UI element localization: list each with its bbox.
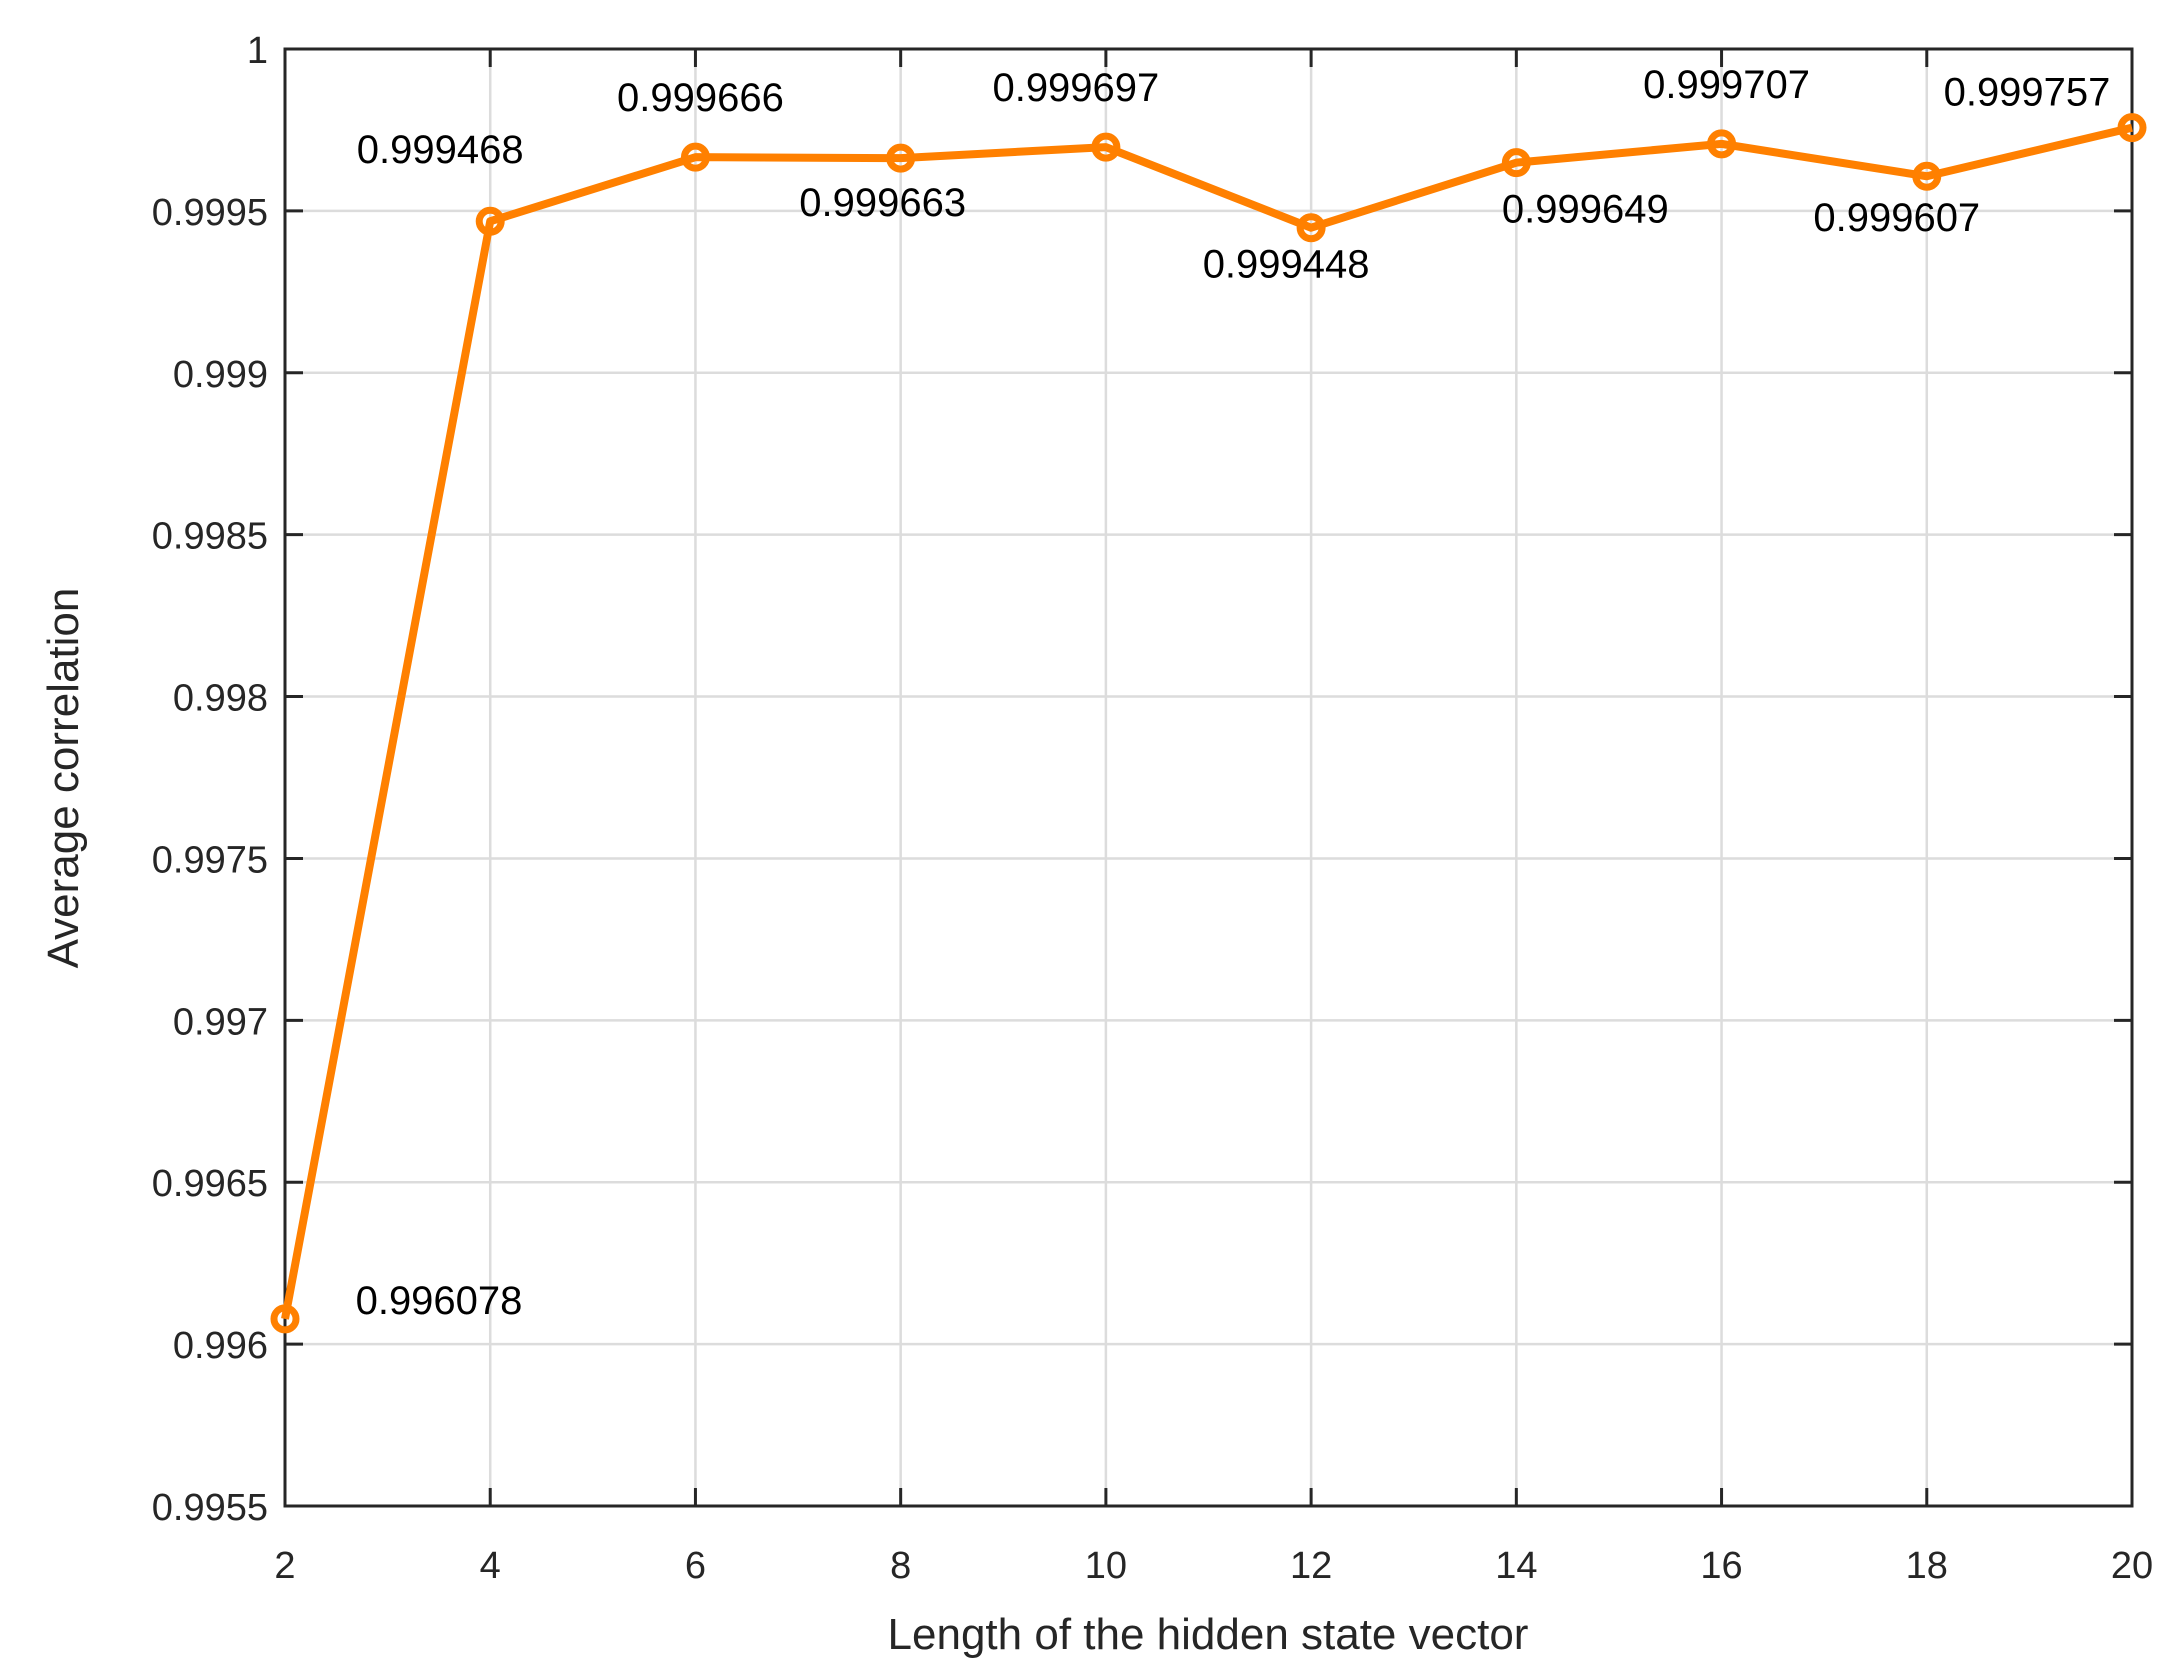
- x-tick-label: 14: [1495, 1545, 1537, 1587]
- data-point-marker: [270, 1304, 300, 1334]
- data-point-marker: [1912, 161, 1942, 191]
- x-tick-label: 4: [480, 1545, 501, 1587]
- data-point-label: 0.999697: [992, 66, 1159, 110]
- axis-ticks: [283, 47, 2134, 1508]
- data-point-marker: [680, 142, 710, 172]
- data-point-label: 0.999468: [357, 128, 524, 172]
- x-tick-label: 8: [890, 1545, 911, 1587]
- x-axis-label: Length of the hidden state vector: [888, 1610, 1529, 1659]
- data-point-marker: [1501, 148, 1531, 178]
- y-tick-label: 0.9975: [152, 839, 268, 881]
- data-point-label: 0.999663: [799, 181, 966, 225]
- y-axis-label: Average correlation: [39, 588, 88, 969]
- y-tick-label: 0.9955: [152, 1487, 268, 1529]
- data-point-marker: [1091, 132, 1121, 162]
- data-point-marker: [886, 143, 916, 173]
- series-line: [281, 123, 2133, 1320]
- x-tick-label: 2: [274, 1545, 295, 1587]
- y-tick-label: 0.997: [173, 1001, 268, 1043]
- y-tick-label: 1: [247, 30, 268, 72]
- plot-area-frame: [283, 47, 2134, 1508]
- data-point-label: 0.999649: [1502, 188, 1669, 232]
- y-tick-label: 0.996: [173, 1325, 268, 1367]
- data-point-marker: [475, 206, 505, 236]
- x-tick-label: 12: [1290, 1545, 1332, 1587]
- data-point-marker: [1296, 213, 1326, 243]
- x-axis-tick-labels: 2 4 6 8 10 12 14 16 18 20: [274, 1545, 2153, 1587]
- data-point-label: 0.999757: [1944, 71, 2111, 115]
- x-tick-label: 20: [2111, 1545, 2153, 1587]
- x-tick-label: 6: [685, 1545, 706, 1587]
- y-tick-label: 0.998: [173, 678, 268, 720]
- data-point-label: 0.999666: [617, 76, 784, 120]
- x-tick-label: 16: [1700, 1545, 1742, 1587]
- data-point-marker: [2117, 113, 2147, 143]
- x-tick-label: 18: [1906, 1545, 1948, 1587]
- y-tick-label: 0.999: [173, 354, 268, 396]
- y-tick-label: 0.9985: [152, 516, 268, 558]
- data-series: [270, 113, 2147, 1334]
- data-point-label: 0.999707: [1643, 63, 1810, 107]
- data-point-label: 0.999607: [1813, 196, 1980, 240]
- y-axis-tick-labels: 0.9955 0.996 0.9965 0.997 0.9975 0.998 0.9985 0…: [152, 30, 268, 1529]
- data-labels: 0.996078 0.999468 0.999666 0.999663 0.999697…: [356, 63, 2111, 1323]
- y-tick-label: 0.9995: [152, 192, 268, 234]
- data-point-marker: [1707, 129, 1737, 159]
- data-point-label: 0.999448: [1203, 243, 1370, 287]
- data-point-label: 0.996078: [356, 1279, 523, 1323]
- y-tick-label: 0.9965: [152, 1163, 268, 1205]
- x-tick-label: 10: [1085, 1545, 1127, 1587]
